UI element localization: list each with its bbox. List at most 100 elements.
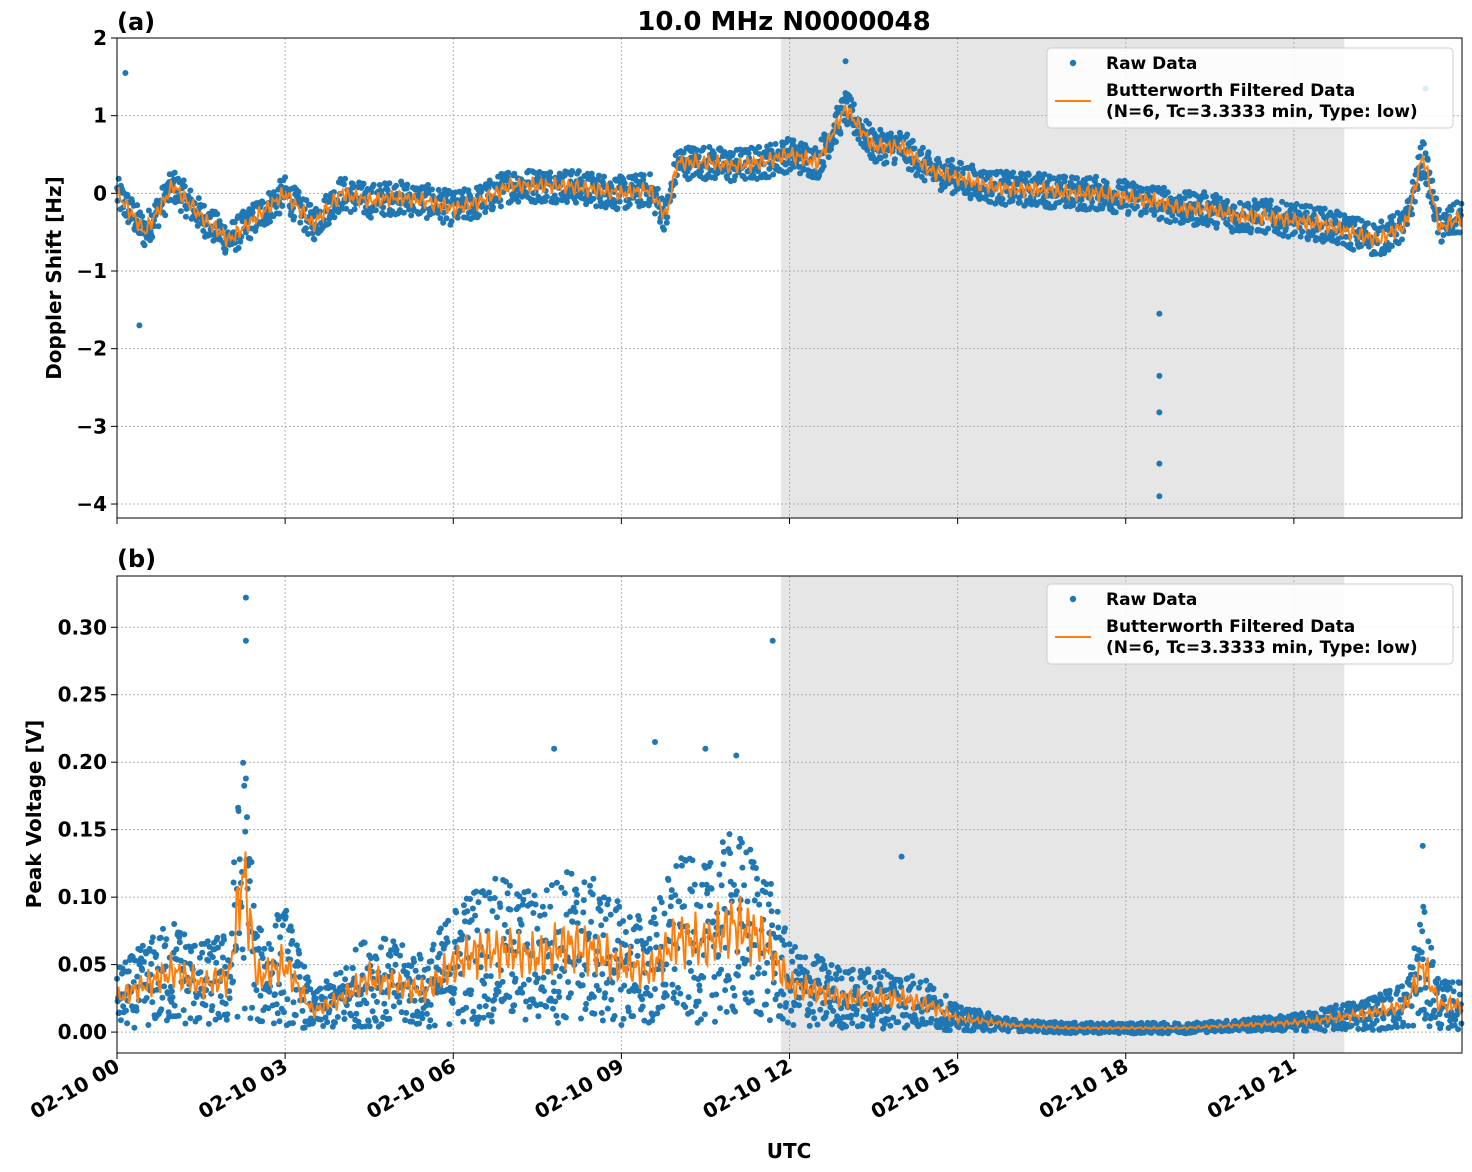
raw-data-point [414,1008,421,1015]
raw-data-point [339,983,346,989]
raw-data-point [482,1003,489,1009]
raw-data-point [1169,212,1176,219]
raw-data-point [349,965,356,972]
raw-data-point [650,914,657,921]
raw-data-point [532,901,539,908]
raw-data-point [196,1014,203,1021]
raw-data-point [820,163,827,170]
raw-data-point [139,942,146,949]
raw-data-point [219,954,226,961]
raw-data-point [318,1016,324,1023]
raw-data-point [830,1008,837,1014]
raw-data-point [435,186,442,193]
raw-data-point [530,910,537,916]
raw-data-point [1446,984,1453,991]
raw-data-point [953,1002,960,1009]
raw-data-point [511,170,518,177]
raw-data-point [717,1005,723,1012]
x-tick-label: 02-10 12 [698,1054,796,1124]
raw-data-point [1408,1003,1415,1010]
raw-data-point [634,952,641,959]
raw-data-point [967,195,974,202]
raw-data-point [825,969,832,976]
raw-data-point [678,862,685,869]
raw-data-point [409,1018,416,1025]
raw-data-point [712,175,718,182]
legend-filtered-label-2: (N=6, Tc=3.3333 min, Type: low) [1106,638,1418,658]
raw-data-point [242,775,249,782]
raw-data-point [765,901,772,908]
raw-data-point [1422,984,1429,991]
raw-data-point [213,959,220,966]
raw-data-point [551,192,558,199]
raw-data-point [925,149,932,156]
raw-data-point [675,984,681,991]
raw-data-point [202,1002,209,1009]
raw-data-point [122,959,129,966]
raw-data-point [139,213,146,220]
raw-data-point [783,1000,790,1007]
raw-data-point [1418,949,1425,956]
raw-data-point [134,973,141,980]
raw-data-point [378,188,385,195]
legend-raw-label: Raw Data [1106,54,1197,74]
raw-data-point [663,219,670,226]
raw-data-point [282,913,289,920]
raw-data-point [1304,236,1311,243]
raw-data-point [232,239,239,246]
raw-data-point [836,967,843,974]
raw-data-point [343,205,350,212]
raw-data-point [1237,199,1244,206]
raw-data-point [148,939,155,945]
raw-data-point [1142,209,1149,216]
raw-data-point [926,997,933,1004]
raw-data-point [124,1020,131,1027]
raw-data-point [312,995,319,1002]
raw-data-point [662,981,669,988]
raw-data-point [443,215,450,222]
raw-data-point [1350,246,1357,253]
raw-data-point [425,965,431,972]
raw-data-point [284,996,291,1003]
raw-data-point [875,969,881,976]
raw-data-point [182,1020,189,1027]
raw-data-point [180,177,187,184]
raw-data-point [1456,229,1463,236]
raw-data-point [311,236,318,243]
raw-data-point [169,994,176,1001]
raw-data-point [141,242,148,249]
raw-data-outlier [1419,842,1426,849]
raw-data-point [930,985,937,992]
raw-data-point [341,1016,348,1022]
raw-data-point [349,180,356,187]
legend-filtered-label-1: Butterworth Filtered Data [1106,617,1355,637]
raw-data-point [1213,224,1220,231]
raw-data-point [398,1009,405,1016]
raw-data-point [1414,953,1421,960]
raw-data-point [393,182,400,189]
raw-data-point [368,985,375,992]
raw-data-point [236,856,243,863]
raw-data-point [289,937,296,944]
raw-data-point [177,208,184,215]
raw-data-point [718,882,725,889]
raw-data-point [380,204,387,211]
raw-data-point [651,906,658,913]
raw-data-point [162,942,169,949]
raw-data-point [550,979,557,986]
raw-data-point [159,994,166,1001]
raw-data-point [647,945,653,952]
raw-data-point [153,951,160,958]
raw-data-point [411,997,418,1004]
raw-data-point [276,210,283,217]
raw-data-point [949,156,955,163]
raw-data-point [671,966,678,973]
raw-data-point [1292,229,1298,236]
raw-data-point [837,130,844,137]
raw-data-point [378,1021,385,1028]
raw-data-point [1293,1027,1300,1034]
raw-data-point [195,990,202,997]
raw-data-point [231,859,238,866]
raw-data-point [146,945,153,952]
raw-data-point [310,1019,317,1026]
